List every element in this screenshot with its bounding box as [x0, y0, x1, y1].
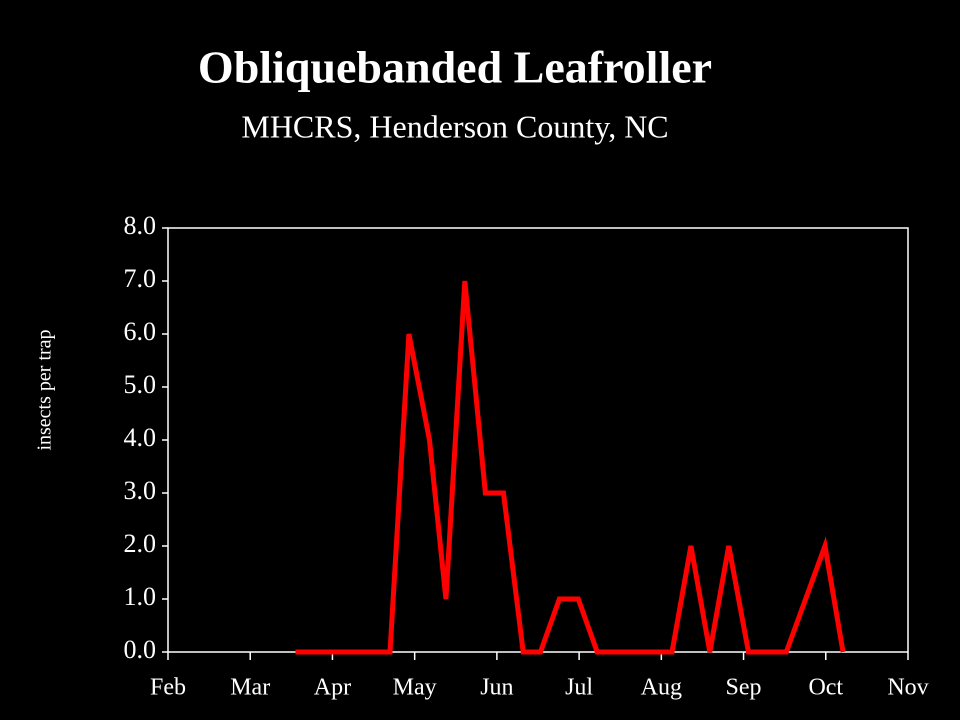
chart-title: Obliquebanded Leafroller	[198, 42, 712, 93]
data-line	[295, 280, 846, 655]
y-tick-label: 1.0	[124, 582, 157, 611]
x-tick-label: Nov	[887, 675, 928, 701]
y-tick-label: 0.0	[124, 635, 157, 664]
x-tick-label: Feb	[150, 675, 186, 701]
y-tick-label: 7.0	[124, 264, 157, 293]
y-tick-label: 5.0	[124, 370, 157, 399]
x-tick-label: Sep	[726, 675, 762, 701]
y-tick-label: 3.0	[124, 476, 157, 505]
x-tick-label: Oct	[808, 675, 843, 701]
x-tick-label: Apr	[314, 675, 351, 701]
y-tick-label: 2.0	[124, 529, 157, 558]
chart-subtitle: MHCRS, Henderson County, NC	[241, 108, 668, 144]
y-tick-label: 8.0	[124, 211, 157, 240]
y-tick-label: 4.0	[124, 423, 157, 452]
x-tick-label: Jun	[480, 675, 513, 701]
x-tick-label: Aug	[641, 675, 682, 701]
x-tick-label: Mar	[230, 675, 270, 701]
y-tick-label: 6.0	[124, 317, 157, 346]
x-tick-label: Jul	[565, 675, 593, 701]
y-axis-label: insects per trap	[34, 329, 56, 450]
x-tick-label: May	[393, 675, 437, 701]
